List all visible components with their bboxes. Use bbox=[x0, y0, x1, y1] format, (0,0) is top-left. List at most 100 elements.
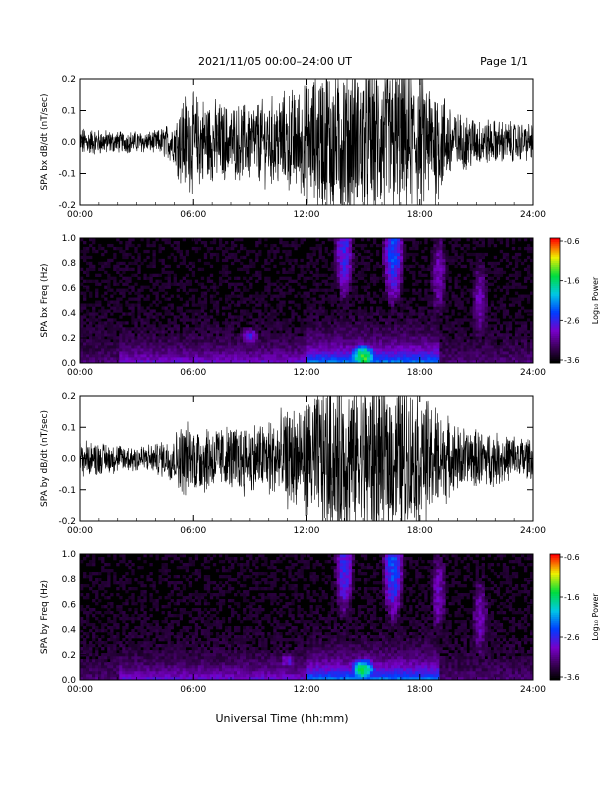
heatmap-cell bbox=[472, 297, 476, 301]
colorbar-segment bbox=[550, 300, 560, 303]
heatmap-cell bbox=[481, 315, 485, 319]
heatmap-cell bbox=[288, 267, 292, 272]
heatmap-cell bbox=[89, 327, 93, 331]
heatmap-cell bbox=[158, 258, 162, 263]
heatmap-cell bbox=[234, 348, 238, 352]
heatmap-cell bbox=[442, 354, 446, 358]
colorbar-segment bbox=[550, 273, 560, 276]
heatmap-cell bbox=[224, 327, 229, 331]
heatmap-cell bbox=[116, 282, 120, 286]
heatmap-cell bbox=[493, 324, 498, 328]
heatmap-cell bbox=[110, 312, 114, 316]
heatmap-cell bbox=[409, 297, 413, 301]
heatmap-cell bbox=[391, 354, 395, 358]
heatmap-cell bbox=[433, 318, 437, 322]
heatmap-cell bbox=[357, 360, 362, 364]
heatmap-cell bbox=[188, 297, 193, 301]
heatmap-cell bbox=[442, 339, 446, 343]
heatmap-cell bbox=[391, 243, 395, 248]
heatmap-cell bbox=[137, 348, 141, 352]
heatmap-cell bbox=[128, 659, 132, 663]
heatmap-cell bbox=[526, 264, 531, 269]
heatmap-cell bbox=[472, 321, 476, 325]
heatmap-cell bbox=[267, 291, 271, 295]
heatmap-cell bbox=[203, 360, 208, 364]
heatmap-cell bbox=[104, 312, 108, 316]
heatmap-cell bbox=[243, 348, 247, 352]
heatmap-cell bbox=[125, 677, 129, 681]
heatmap-cell bbox=[517, 321, 522, 325]
heatmap-cell bbox=[89, 662, 93, 666]
heatmap-cell bbox=[231, 246, 235, 251]
heatmap-cell bbox=[249, 354, 253, 358]
heatmap-cell bbox=[312, 249, 316, 254]
heatmap-cell bbox=[424, 306, 428, 310]
heatmap-cell bbox=[388, 336, 392, 340]
heatmap-cell bbox=[276, 294, 280, 298]
heatmap-cell bbox=[140, 336, 144, 340]
heatmap-cell bbox=[258, 238, 262, 242]
heatmap-cell bbox=[324, 330, 328, 334]
heatmap-cell bbox=[388, 270, 392, 275]
heatmap-cell bbox=[255, 273, 259, 277]
heatmap-cell bbox=[454, 276, 458, 280]
heatmap-cell bbox=[152, 671, 156, 675]
heatmap-cell bbox=[442, 357, 446, 361]
heatmap-cell bbox=[514, 345, 519, 349]
heatmap-cell bbox=[342, 291, 347, 295]
colorbar-segment bbox=[550, 238, 560, 241]
heatmap-cell bbox=[122, 357, 126, 361]
heatmap-cell bbox=[318, 342, 322, 346]
heatmap-cell bbox=[203, 306, 208, 310]
heatmap-cell bbox=[218, 279, 223, 283]
heatmap-cell bbox=[421, 324, 425, 328]
heatmap-cell bbox=[400, 300, 404, 304]
heatmap-cell bbox=[324, 282, 328, 286]
heatmap-cell bbox=[80, 629, 84, 633]
heatmap-cell bbox=[122, 677, 126, 681]
heatmap-cell bbox=[158, 285, 162, 289]
heatmap-cell bbox=[215, 342, 220, 346]
heatmap-cell bbox=[372, 348, 377, 352]
heatmap-cell bbox=[140, 360, 144, 364]
heatmap-cell bbox=[155, 318, 159, 322]
heatmap-cell bbox=[128, 665, 132, 669]
heatmap-cell bbox=[345, 294, 350, 298]
heatmap-cell bbox=[526, 309, 531, 313]
heatmap-cell bbox=[526, 357, 531, 361]
heatmap-cell bbox=[369, 243, 374, 248]
heatmap-cell bbox=[224, 267, 229, 272]
heatmap-cell bbox=[433, 315, 437, 319]
heatmap-cell bbox=[80, 345, 84, 349]
heatmap-cell bbox=[203, 312, 208, 316]
heatmap-cell bbox=[227, 324, 232, 328]
heatmap-cell bbox=[167, 282, 171, 286]
heatmap-cell bbox=[107, 644, 111, 648]
heatmap-cell bbox=[161, 360, 165, 364]
heatmap-cell bbox=[433, 258, 437, 263]
heatmap-cell bbox=[409, 318, 413, 322]
heatmap-cell bbox=[273, 264, 277, 269]
heatmap-cell bbox=[442, 360, 446, 364]
heatmap-cell bbox=[240, 312, 244, 316]
heatmap-cell bbox=[288, 339, 292, 343]
heatmap-cell bbox=[152, 243, 156, 248]
heatmap-cell bbox=[116, 638, 120, 642]
heatmap-cell bbox=[152, 333, 156, 337]
heatmap-cell bbox=[478, 312, 482, 316]
heatmap-cell bbox=[436, 297, 440, 301]
heatmap-cell bbox=[86, 653, 90, 657]
heatmap-cell bbox=[143, 276, 147, 280]
heatmap-cell bbox=[303, 327, 307, 331]
heatmap-cell bbox=[237, 351, 241, 355]
heatmap-cell bbox=[403, 327, 407, 331]
heatmap-cell bbox=[113, 357, 117, 361]
heatmap-cell bbox=[427, 333, 431, 337]
heatmap-cell bbox=[101, 656, 105, 660]
heatmap-cell bbox=[400, 354, 404, 358]
heatmap-cell bbox=[149, 665, 153, 669]
heatmap-cell bbox=[303, 297, 307, 301]
heatmap-cell bbox=[231, 336, 235, 340]
heatmap-cell bbox=[526, 360, 531, 364]
heatmap-cell bbox=[306, 351, 310, 355]
